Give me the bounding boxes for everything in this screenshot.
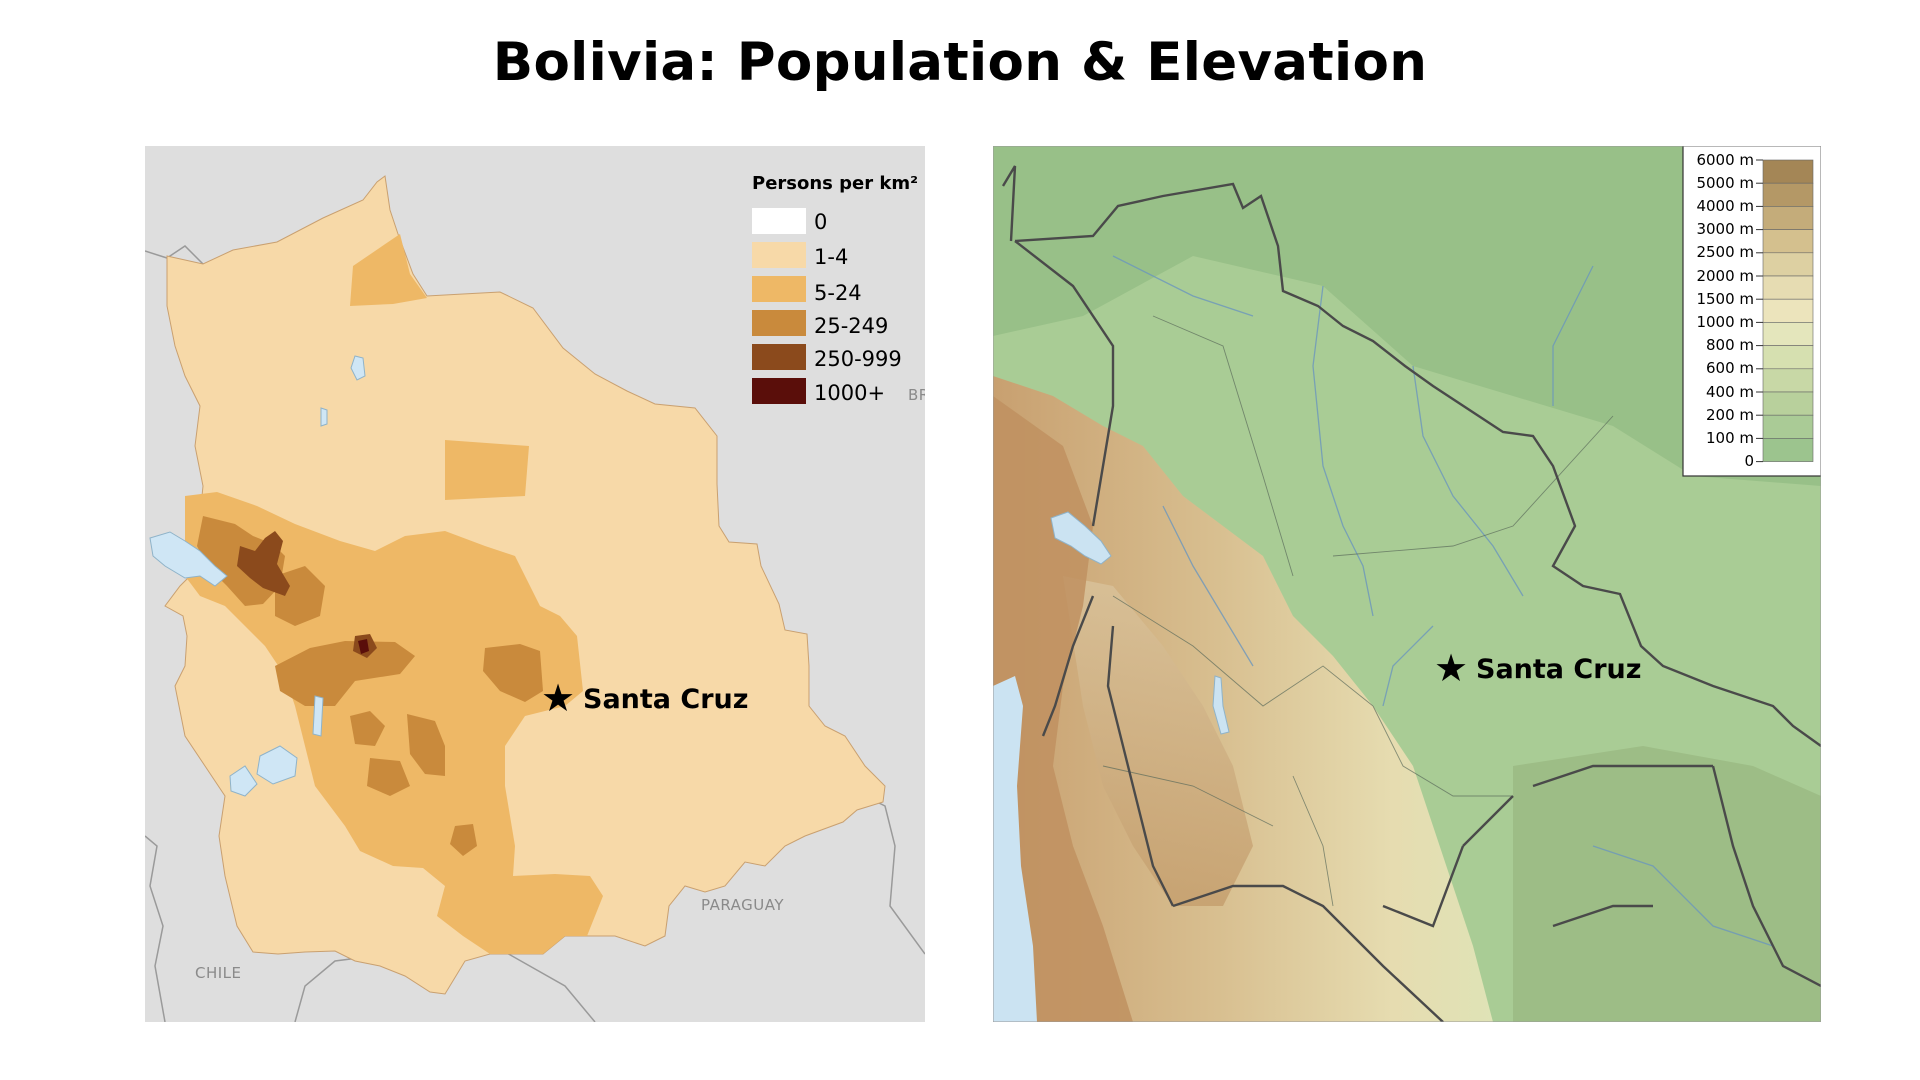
legend-swatch-1	[752, 242, 806, 268]
elev-label-2000: 2000 m	[1696, 267, 1754, 285]
elev-label-600: 600 m	[1706, 359, 1754, 377]
legend-label-1-4: 1-4	[814, 245, 848, 269]
legend-label-25-249: 25-249	[814, 314, 888, 338]
pop-legend-title: Persons per km²	[752, 173, 918, 194]
northern-lowlands	[993, 146, 1821, 486]
pop-density-1000-plus	[358, 639, 369, 654]
pop-legend-item-0: 0	[752, 208, 827, 234]
legend-swatch-2	[752, 276, 806, 302]
page-title: Bolivia: Population & Elevation	[492, 32, 1428, 93]
elev-legend-swatches	[1762, 159, 1814, 462]
pacific-ocean	[993, 676, 1037, 1022]
pop-legend-item-4: 250-999	[752, 344, 902, 371]
elev-label-3000: 3000 m	[1696, 220, 1754, 238]
legend-label-1000-plus: 1000+	[814, 381, 885, 405]
elev-label-6000: 6000 m	[1696, 151, 1754, 169]
legend-label-5-24: 5-24	[814, 281, 862, 305]
pop-legend-item-5: 1000+	[752, 378, 885, 405]
lake-titicaca	[1050, 511, 1112, 565]
elev-label-800: 800 m	[1706, 336, 1754, 354]
santa-cruz-star-icon: ★	[541, 676, 575, 720]
elevation-legend: 6000 m 5000 m 4000 m 3000 m 2500 m 2000 …	[1682, 146, 1821, 477]
elev-label-1000: 1000 m	[1696, 313, 1754, 331]
lake-poopo	[1212, 675, 1230, 735]
elev-legend-ticks	[1756, 159, 1763, 463]
legend-swatch-4	[752, 344, 806, 370]
chaco-lowlands	[1513, 746, 1821, 1022]
legend-swatch-5	[752, 378, 806, 404]
legend-swatch-3	[752, 310, 806, 336]
santa-cruz-star-icon: ★	[1434, 646, 1468, 690]
elev-label-5000: 5000 m	[1696, 174, 1754, 192]
pop-legend-item-2: 5-24	[752, 276, 862, 305]
elev-label-2500: 2500 m	[1696, 243, 1754, 261]
paraguay-label: PARAGUAY	[701, 896, 784, 914]
legend-label-250-999: 250-999	[814, 347, 902, 371]
rivers	[1112, 255, 1774, 947]
national-borders	[1001, 165, 1821, 1022]
pop-legend-item-1: 1-4	[752, 242, 848, 269]
elevation-map: ★ Santa Cruz	[993, 146, 1821, 1022]
andes-highlands	[993, 376, 1493, 1022]
elev-label-100: 100 m	[1706, 429, 1754, 447]
legend-label-0: 0	[814, 210, 827, 234]
pop-legend-item-3: 25-249	[752, 310, 888, 338]
elev-label-200: 200 m	[1706, 406, 1754, 424]
legend-swatch-0	[752, 208, 806, 234]
chile-label: CHILE	[195, 964, 242, 982]
elev-label-400: 400 m	[1706, 383, 1754, 401]
elev-label-1500: 1500 m	[1696, 290, 1754, 308]
population-legend: Persons per km² 0 1-4 5-24 25-249 250-99…	[752, 173, 918, 405]
department-lines	[1102, 315, 1614, 907]
pop-lakes	[149, 355, 366, 797]
elev-label-4000: 4000 m	[1696, 197, 1754, 215]
brazil-partial-label: BR	[908, 386, 925, 404]
santa-cruz-label-elev: Santa Cruz	[1476, 654, 1641, 685]
population-density-map: CHILE PARAGUAY BR ★ Santa Cruz Persons p…	[145, 146, 925, 1022]
santa-cruz-label-pop: Santa Cruz	[583, 684, 748, 715]
elev-label-0: 0	[1744, 452, 1754, 470]
western-cordillera	[993, 396, 1133, 1022]
